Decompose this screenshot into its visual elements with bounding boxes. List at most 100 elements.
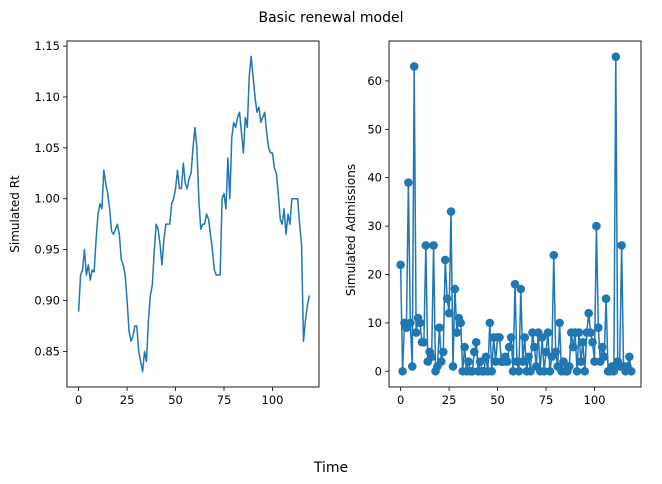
admissions-data-point — [537, 333, 547, 342]
rt-plot-frame — [66, 40, 320, 388]
admissions-y-axis-label: Simulated Admissions — [344, 164, 358, 296]
rt-y-tick-label: 0.85 — [34, 344, 60, 358]
admissions-y-tick-label: 30 — [367, 219, 382, 233]
admissions-data-point — [530, 342, 539, 352]
admissions-data-point — [510, 279, 520, 289]
admissions-plot-area — [396, 52, 636, 376]
admissions-data-point — [398, 366, 407, 376]
admissions-data-point — [518, 357, 528, 366]
admissions-plot-frame — [388, 40, 642, 388]
admissions-data-point — [487, 366, 497, 376]
admissions-data-point — [551, 347, 561, 357]
admissions-x-tick-label: 100 — [584, 393, 606, 407]
admissions-data-point — [495, 333, 504, 342]
admissions-data-point — [516, 284, 526, 294]
admissions-data-point — [396, 260, 405, 270]
rt-line-chart: 0 25 50 75 100 0.85 0.90 0.95 1.00 1.05 1.10 1.15 S… — [8, 39, 320, 407]
admissions-data-point — [572, 366, 582, 376]
admissions-data-point — [520, 333, 529, 342]
rt-y-tick-label: 0.90 — [34, 294, 60, 308]
admissions-y-tick-label: 10 — [367, 316, 382, 330]
rt-y-axis-label: Simulated Rt — [8, 175, 22, 253]
admissions-data-point — [545, 366, 555, 376]
rt-x-tick-label: 50 — [168, 393, 183, 407]
rt-plot-area — [77, 55, 311, 373]
admissions-y-tick-label: 60 — [367, 74, 382, 88]
rt-y-tick-label: 0.95 — [34, 243, 60, 257]
admissions-y-tick-label: 50 — [367, 122, 382, 136]
admissions-data-point — [564, 362, 574, 371]
admissions-data-point — [609, 366, 619, 376]
admissions-data-point — [594, 323, 603, 333]
admissions-y-tick-label: 20 — [367, 267, 382, 281]
admissions-data-point — [627, 366, 636, 376]
admissions-data-point — [404, 178, 413, 187]
rt-x-tick-label: 25 — [120, 393, 135, 407]
admissions-data-point — [456, 318, 466, 328]
rt-x-tick-label: 0 — [75, 393, 82, 407]
admissions-data-point — [438, 347, 448, 357]
admissions-data-point — [450, 284, 460, 294]
rt-series-line — [77, 55, 311, 373]
figure-x-axis-label: Time — [313, 460, 348, 476]
admissions-data-point — [406, 318, 415, 328]
admissions-data-point — [411, 328, 421, 337]
admissions-data-point — [442, 294, 452, 303]
admissions-data-point — [568, 342, 578, 352]
rt-y-tick-label: 1.05 — [34, 141, 60, 155]
admissions-x-tick-label: 25 — [442, 393, 457, 407]
admissions-data-point — [555, 318, 564, 328]
admissions-data-point — [584, 308, 593, 318]
admissions-data-point — [460, 342, 469, 352]
admissions-data-point — [421, 241, 431, 250]
admissions-data-point — [549, 250, 559, 260]
admissions-data-point — [415, 318, 425, 328]
admissions-data-point — [444, 308, 454, 318]
admissions-y-tick-label: 0 — [375, 364, 382, 378]
admissions-data-point — [502, 357, 512, 366]
admissions-data-point — [464, 357, 473, 366]
admissions-data-point — [407, 362, 417, 371]
admissions-data-point — [576, 357, 586, 366]
admissions-data-point — [452, 328, 462, 337]
admissions-data-point — [481, 352, 491, 362]
admissions-data-point — [599, 352, 609, 362]
admissions-data-point — [524, 352, 533, 362]
figure-title: Basic renewal model — [258, 10, 403, 26]
admissions-data-point — [475, 357, 485, 366]
admissions-data-point — [448, 362, 458, 371]
admissions-data-point — [471, 337, 481, 347]
rt-x-tick-label: 75 — [217, 393, 232, 407]
rt-x-tick-label: 100 — [262, 393, 284, 407]
admissions-data-point — [601, 294, 611, 303]
admissions-data-point — [543, 328, 553, 337]
admissions-y-tick-label: 40 — [367, 171, 382, 185]
admissions-data-point — [578, 337, 588, 347]
admissions-data-point — [592, 221, 601, 231]
admissions-data-point — [469, 347, 479, 357]
admissions-data-point — [409, 62, 419, 71]
admissions-data-point — [611, 52, 621, 62]
admissions-data-point — [429, 241, 438, 250]
admissions-axes: 0 25 50 75 100 0 10 20 30 40 50 60 — [367, 74, 605, 407]
admissions-data-point — [574, 328, 584, 337]
rt-y-tick-label: 1.00 — [34, 192, 60, 206]
admissions-data-point — [541, 347, 551, 357]
admissions-data-point — [559, 357, 568, 366]
admissions-data-point — [506, 333, 516, 342]
admissions-x-tick-label: 0 — [397, 393, 404, 407]
rt-axes: 0 25 50 75 100 0.85 0.90 0.95 1.00 1.05 1.10 1.15 — [34, 39, 283, 407]
admissions-data-point — [504, 342, 514, 352]
admissions-data-point — [437, 357, 446, 366]
admissions-x-tick-label: 75 — [539, 393, 554, 407]
rt-y-tick-label: 1.15 — [34, 39, 60, 53]
admissions-data-point — [440, 255, 450, 265]
admissions-scatter-chart: 0 25 50 75 100 0 10 20 30 40 50 60 Simulated Admiss… — [344, 40, 642, 407]
admissions-data-point — [514, 366, 524, 376]
admissions-data-point — [446, 207, 456, 216]
admissions-data-point — [435, 323, 444, 333]
admissions-data-point — [625, 352, 634, 362]
rt-y-tick-label: 1.10 — [34, 90, 60, 104]
admissions-data-point — [427, 352, 436, 362]
